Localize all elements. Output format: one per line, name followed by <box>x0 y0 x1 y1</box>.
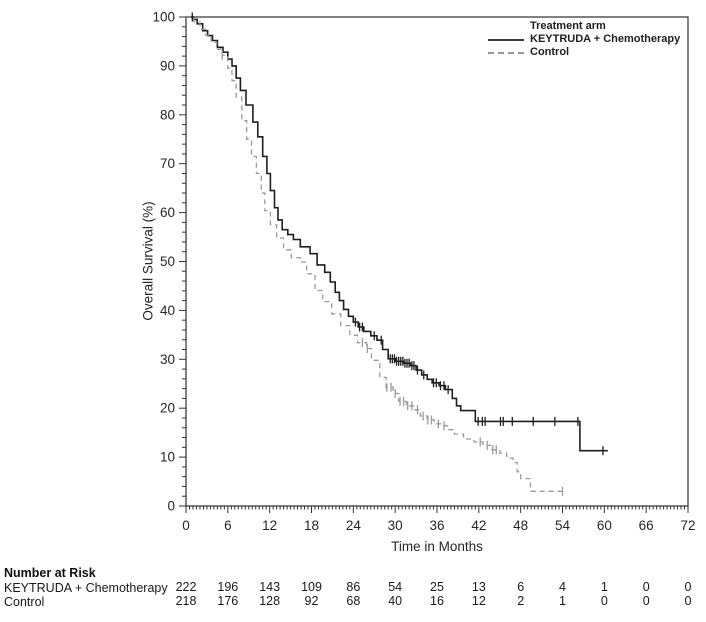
x-tick-label: 18 <box>304 518 319 533</box>
risk-count-control: 16 <box>430 594 444 608</box>
y-tick-label: 80 <box>160 107 175 122</box>
risk-count-keytruda: 109 <box>301 580 322 594</box>
risk-count-keytruda: 0 <box>685 580 692 594</box>
y-tick-label: 100 <box>152 10 175 25</box>
risk-count-control: 0 <box>601 594 608 608</box>
y-tick-label: 70 <box>160 156 175 171</box>
keytruda-survival-curve <box>186 16 608 452</box>
x-tick-label: 0 <box>182 518 190 533</box>
y-tick-label: 60 <box>160 205 175 220</box>
risk-table-header: Number at Risk <box>4 566 96 580</box>
risk-count-control: 40 <box>388 594 402 608</box>
legend-item-control: Control <box>488 46 680 59</box>
legend-label-keytruda: KEYTRUDA + Chemotherapy <box>530 33 681 45</box>
legend-item-keytruda: KEYTRUDA + Chemotherapy <box>488 33 680 46</box>
risk-count-control: 92 <box>305 594 319 608</box>
x-tick-label: 12 <box>262 518 277 533</box>
risk-count-keytruda: 1 <box>601 580 608 594</box>
risk-count-control: 0 <box>685 594 692 608</box>
x-tick-label: 24 <box>346 518 362 533</box>
risk-count-control: 12 <box>472 594 486 608</box>
y-tick-label: 30 <box>160 352 175 367</box>
risk-row-label-keytruda: KEYTRUDA + Chemotherapy <box>4 581 168 595</box>
y-tick-label: 20 <box>160 401 175 416</box>
risk-count-control: 1 <box>559 594 566 608</box>
x-tick-label: 66 <box>639 518 654 533</box>
solid-line-swatch <box>488 38 524 41</box>
risk-count-control: 68 <box>346 594 360 608</box>
risk-count-keytruda: 196 <box>217 580 238 594</box>
y-tick-label: 10 <box>160 450 175 465</box>
legend: Treatment arm KEYTRUDA + Chemotherapy Co… <box>488 20 680 59</box>
x-tick-label: 60 <box>597 518 612 533</box>
risk-count-control: 0 <box>643 594 650 608</box>
risk-count-keytruda: 143 <box>259 580 280 594</box>
x-tick-label: 42 <box>471 518 486 533</box>
risk-count-keytruda: 0 <box>643 580 650 594</box>
risk-count-control: 176 <box>217 594 238 608</box>
x-tick-label: 30 <box>388 518 403 533</box>
y-tick-label: 50 <box>160 254 175 269</box>
risk-count-keytruda: 54 <box>388 580 402 594</box>
risk-count-keytruda: 13 <box>472 580 486 594</box>
x-tick-label: 54 <box>555 518 571 533</box>
risk-count-keytruda: 6 <box>517 580 524 594</box>
risk-count-keytruda: 25 <box>430 580 444 594</box>
y-axis-title: Overall Survival (%) <box>140 201 156 321</box>
y-tick-label: 90 <box>160 58 175 73</box>
risk-count-keytruda: 222 <box>176 580 197 594</box>
x-tick-label: 6 <box>224 518 232 533</box>
control-survival-curve <box>186 16 564 492</box>
dashed-line-swatch <box>488 51 524 54</box>
legend-title: Treatment arm <box>530 20 606 32</box>
risk-count-control: 128 <box>259 594 280 608</box>
risk-count-keytruda: 86 <box>346 580 360 594</box>
risk-count-control: 218 <box>176 594 197 608</box>
x-axis-title: Time in Months <box>391 539 483 554</box>
x-tick-label: 36 <box>429 518 444 533</box>
x-tick-label: 72 <box>680 518 695 533</box>
plot-frame <box>185 16 689 507</box>
y-tick-label: 40 <box>160 303 175 318</box>
risk-count-control: 2 <box>517 594 524 608</box>
risk-count-keytruda: 4 <box>559 580 566 594</box>
x-tick-label: 48 <box>513 518 528 533</box>
y-tick-label: 0 <box>167 499 175 514</box>
legend-label-control: Control <box>530 46 570 58</box>
risk-row-label-control: Control <box>4 595 45 609</box>
